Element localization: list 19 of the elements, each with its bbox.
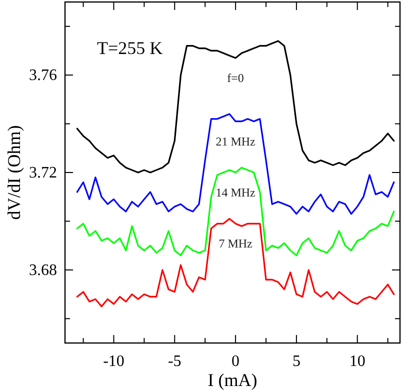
y-tick-label: 3.68 — [29, 262, 57, 279]
x-tick-label: 5 — [292, 353, 300, 370]
series-label: 7 MHz — [218, 236, 252, 251]
x-tick-label: -5 — [168, 353, 182, 370]
x-tick-label: -10 — [103, 353, 124, 370]
y-tick-label: 3.72 — [29, 164, 57, 182]
series-label: f=0 — [227, 71, 244, 86]
x-tick-label: 10 — [349, 353, 366, 370]
series-label: 21 MHz — [216, 134, 256, 148]
y-tick-label: 3.76 — [29, 67, 57, 84]
x-axis-title: I (mA) — [208, 370, 258, 390]
x-tick-label: 0 — [232, 353, 240, 370]
annotation: T=255 K — [97, 38, 163, 58]
series-label: 14 MHz — [216, 186, 256, 200]
y-axis-title: dV/dI (Ohm) — [4, 125, 24, 220]
line-series — [76, 113, 395, 215]
line-series — [76, 218, 395, 308]
line-series — [76, 40, 395, 174]
line-series — [76, 166, 395, 256]
